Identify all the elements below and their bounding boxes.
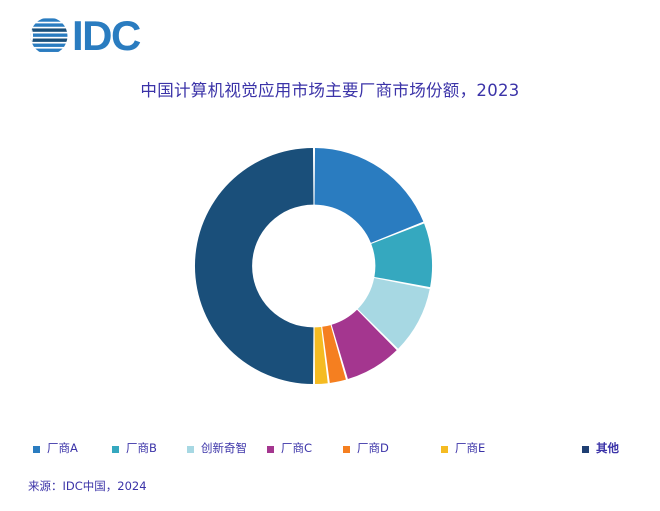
legend-item[interactable]: 厂商C [267, 440, 312, 458]
legend-swatch-icon [187, 445, 194, 453]
legend-item[interactable]: 厂商B [112, 440, 157, 458]
legend-item-label: 厂商D [357, 441, 389, 456]
donut-chart-svg [194, 148, 433, 384]
legend-item-label: 厂商B [126, 441, 157, 456]
legend-item-label: 其他 [596, 441, 619, 456]
donut-slice[interactable] [322, 325, 346, 383]
donut-slice[interactable] [331, 309, 397, 380]
legend-swatch-icon [441, 445, 448, 453]
chart-legend: 厂商A 厂商B 创新奇智 厂商C 厂商D 厂商E 其他 [0, 438, 660, 460]
legend-item[interactable]: 其他 [582, 440, 619, 458]
legend-item[interactable]: 厂商A [33, 440, 78, 458]
donut-slice[interactable] [314, 148, 424, 243]
legend-swatch-icon [582, 445, 589, 453]
donut-slice[interactable] [357, 278, 430, 349]
legend-item[interactable]: 创新奇智 [187, 440, 247, 458]
legend-item[interactable]: 厂商E [441, 440, 485, 458]
legend-item-label: 厂商E [455, 441, 486, 456]
donut-slice[interactable] [314, 326, 328, 384]
legend-swatch-icon [112, 445, 119, 453]
source-note: 来源：IDC中国，2024 [28, 479, 147, 493]
donut-chart [194, 146, 434, 386]
legend-swatch-icon [33, 445, 40, 453]
legend-item-label: 厂商C [281, 441, 313, 456]
legend-item[interactable]: 厂商D [343, 440, 389, 458]
donut-slice[interactable] [194, 148, 314, 384]
legend-item-label: 厂商A [47, 441, 78, 456]
page-title: 中国计算机视觉应用市场主要厂商市场份额，2023 [140, 81, 520, 100]
legend-item-label: 创新奇智 [201, 441, 247, 456]
donut-slice[interactable] [371, 223, 433, 288]
idc-logo: IDC [28, 12, 228, 60]
legend-swatch-icon [343, 445, 350, 453]
idc-globe-icon [30, 17, 68, 55]
idc-logo-text: IDC [72, 12, 141, 59]
legend-swatch-icon [267, 445, 274, 453]
